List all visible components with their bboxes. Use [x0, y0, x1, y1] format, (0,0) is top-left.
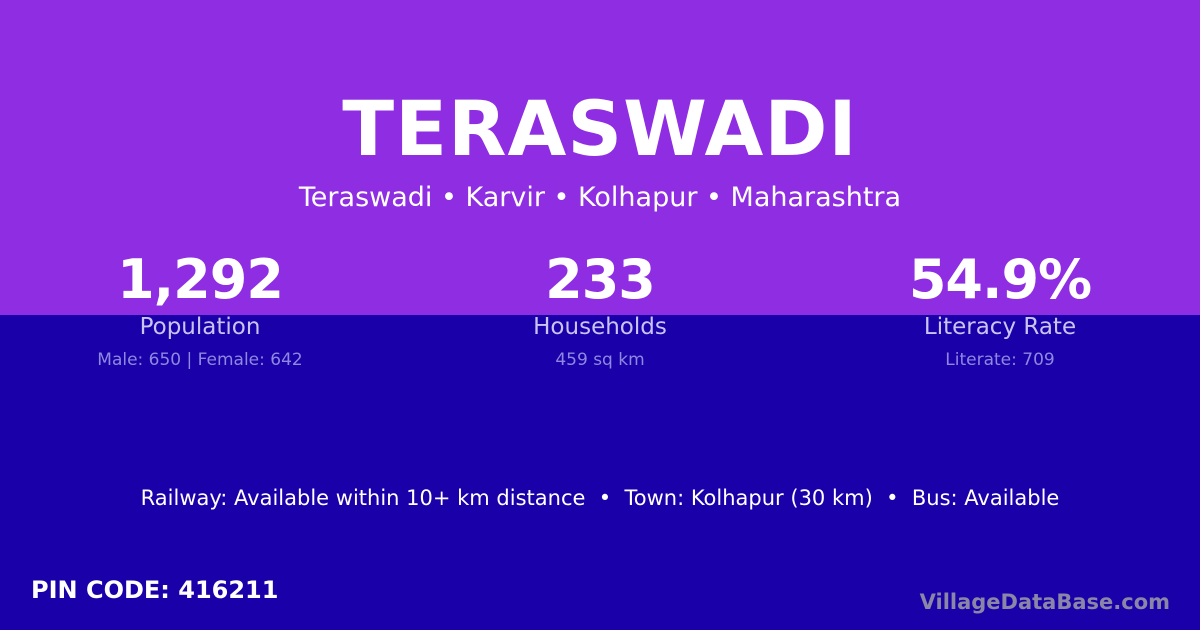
header-band — [0, 0, 1200, 315]
stat-label: Households — [533, 314, 667, 340]
stat-value: 54.9% — [908, 248, 1092, 311]
village-title: TERASWADI — [342, 84, 858, 173]
brand-watermark: VillageDataBase.com — [919, 590, 1170, 614]
stat-detail: 459 sq km — [555, 350, 645, 370]
stat-population: 1,292 Population Male: 650 | Female: 642 — [0, 248, 400, 370]
stat-detail: Literate: 709 — [945, 350, 1055, 370]
connectivity-facts: Railway: Available within 10+ km distanc… — [140, 486, 1060, 510]
body-band — [0, 315, 1200, 630]
pin-code: PIN CODE: 416211 — [31, 576, 279, 604]
stat-label: Population — [139, 314, 261, 340]
stat-value: 233 — [545, 248, 656, 311]
stat-detail: Male: 650 | Female: 642 — [97, 350, 303, 370]
stat-label: Literacy Rate — [923, 314, 1077, 340]
stat-value: 1,292 — [117, 248, 284, 311]
location-breadcrumb: Teraswadi • Karvir • Kolhapur • Maharash… — [298, 182, 902, 213]
stat-literacy: 54.9% Literacy Rate Literate: 709 — [800, 248, 1200, 370]
stat-households: 233 Households 459 sq km — [400, 248, 800, 370]
